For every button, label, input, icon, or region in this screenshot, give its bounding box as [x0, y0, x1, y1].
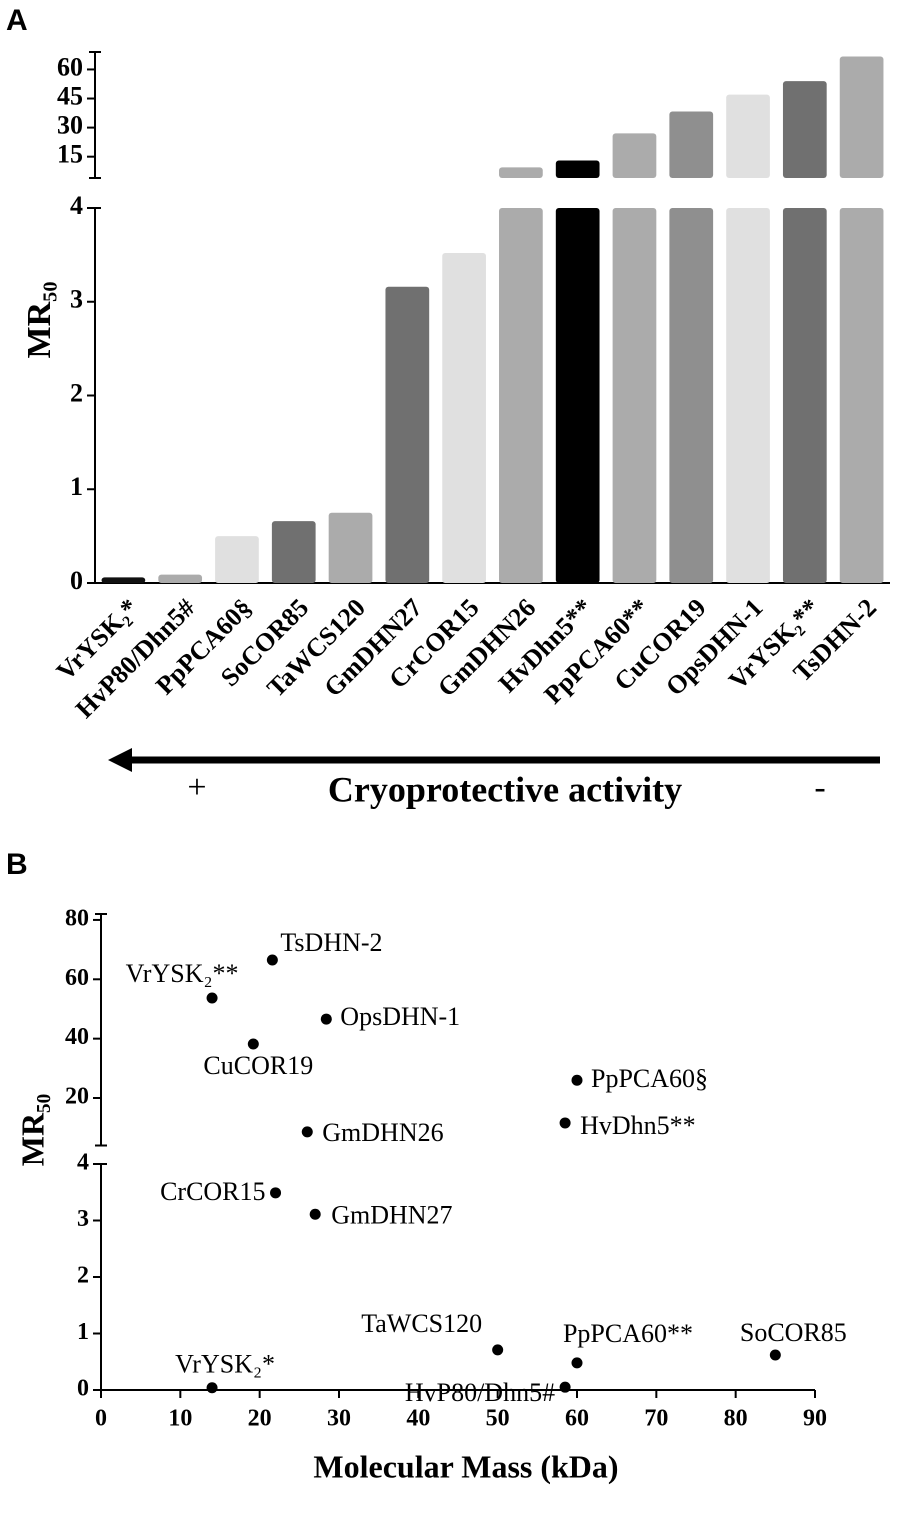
bar: [839, 208, 884, 583]
annotation-text: Cryoprotective activity: [328, 769, 682, 809]
y-tick-label: 4: [77, 1150, 89, 1176]
bar: [726, 208, 770, 583]
y-tick-label: 3: [70, 285, 83, 314]
y-axis-label: MR₅₀: [21, 281, 58, 358]
bar: [782, 81, 827, 178]
bar: [669, 111, 714, 178]
x-tick-label: 0: [95, 1406, 107, 1432]
x-tick-label: 80: [724, 1406, 748, 1432]
x-axis-label: Molecular Mass (kDa): [313, 1448, 618, 1484]
y-tick-label: 2: [77, 1263, 89, 1289]
y-axis-label: MR₅₀: [14, 1094, 50, 1167]
point-label: PpPCA60**: [563, 1319, 693, 1348]
x-tick-label: 40: [406, 1406, 430, 1432]
point: [266, 954, 278, 966]
annotation-plus: +: [187, 769, 206, 806]
point: [559, 1117, 571, 1129]
bar: [555, 208, 600, 583]
point: [309, 1208, 321, 1220]
point: [206, 1382, 218, 1394]
x-tick-label: 20: [248, 1406, 272, 1432]
y-tick-label: 60: [57, 52, 83, 81]
y-tick-label: 2: [70, 378, 83, 407]
x-tick-label: 60: [565, 1406, 589, 1432]
bar: [215, 536, 259, 583]
point: [270, 1187, 282, 1199]
point: [769, 1349, 781, 1361]
point: [247, 1038, 259, 1050]
bar: [499, 208, 543, 583]
y-tick-label: 3: [77, 1206, 89, 1232]
point-label: TaWCS120: [361, 1309, 482, 1338]
point: [559, 1381, 571, 1393]
point-label: CrCOR15: [160, 1177, 265, 1206]
panel-label: B: [6, 848, 28, 881]
y-tick-label: 60: [65, 965, 89, 991]
point-label: HvDhn5**: [580, 1111, 696, 1140]
point-label: VrYSK₂**: [126, 959, 239, 988]
point-label: VrYSK₂*: [175, 1350, 275, 1379]
point-label: GmDHN27: [331, 1200, 452, 1229]
point-label: OpsDHN-1: [340, 1002, 460, 1031]
point: [571, 1357, 583, 1369]
point-label: TsDHN-2: [280, 928, 382, 957]
panel-label: A: [6, 4, 28, 37]
bar: [839, 56, 884, 178]
y-tick-label: 1: [70, 472, 83, 501]
x-tick-label: 50: [486, 1406, 510, 1432]
point-label: PpPCA60§: [591, 1064, 708, 1093]
point-label: GmDHN26: [322, 1118, 443, 1147]
point: [320, 1013, 332, 1025]
y-tick-label: 40: [65, 1024, 89, 1050]
y-tick-label: 0: [70, 566, 83, 595]
y-tick-label: 80: [65, 905, 89, 931]
bar: [328, 512, 373, 583]
y-tick-label: 4: [70, 191, 83, 220]
x-tick-label: 10: [168, 1406, 192, 1432]
point: [571, 1074, 583, 1086]
point-label: CuCOR19: [203, 1051, 313, 1080]
y-tick-label: 15: [57, 140, 83, 169]
y-tick-label: 30: [57, 111, 83, 140]
bar: [271, 521, 316, 583]
point: [492, 1344, 504, 1356]
point-label: SoCOR85: [740, 1318, 847, 1347]
point: [301, 1126, 313, 1138]
bar: [669, 208, 714, 583]
point-label: HvP80/Dhn5#: [405, 1378, 555, 1407]
bar: [726, 94, 770, 178]
annotation-minus: -: [814, 769, 825, 806]
y-tick-label: 1: [77, 1319, 89, 1345]
bar: [385, 286, 430, 583]
bar: [782, 208, 827, 583]
point: [206, 992, 218, 1004]
bar: [158, 574, 203, 583]
bar: [555, 160, 600, 178]
bar: [101, 577, 146, 583]
x-tick-label: 70: [644, 1406, 668, 1432]
bar: [612, 133, 657, 178]
bar: [442, 253, 486, 583]
y-tick-label: 45: [57, 81, 83, 110]
arrow-head: [108, 748, 132, 772]
bar: [499, 167, 543, 178]
x-tick-label: 90: [803, 1406, 827, 1432]
y-tick-label: 0: [77, 1376, 89, 1402]
bar: [612, 208, 657, 583]
y-tick-label: 20: [65, 1084, 89, 1110]
x-tick-label: 30: [327, 1406, 351, 1432]
